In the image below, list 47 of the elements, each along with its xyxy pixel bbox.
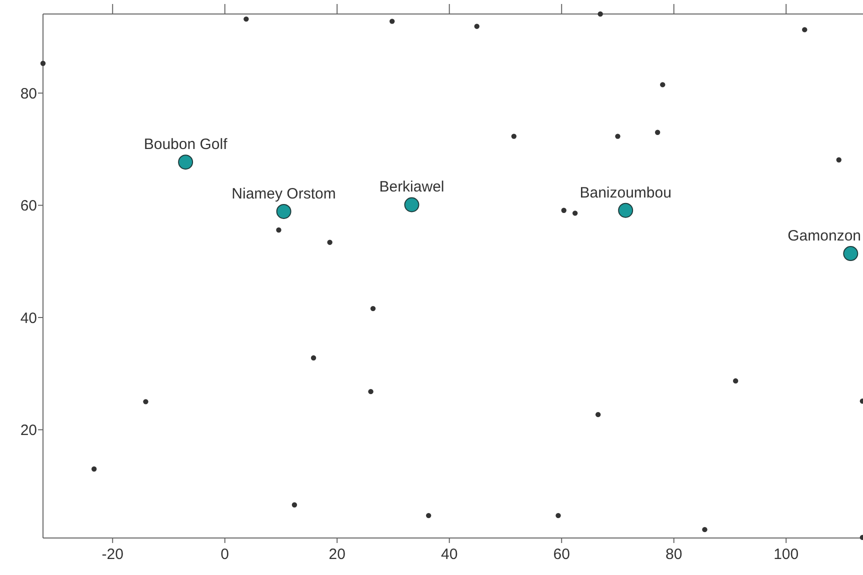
point <box>404 197 420 212</box>
point <box>368 388 374 394</box>
point <box>572 210 578 216</box>
point <box>618 202 634 218</box>
x-tick-label: 20 <box>328 546 346 563</box>
point <box>143 399 148 404</box>
point <box>511 134 516 139</box>
point <box>244 16 249 22</box>
x-tick-label: 100 <box>774 546 799 563</box>
point <box>556 512 561 518</box>
y-tick-label: 40 <box>20 310 37 327</box>
point <box>370 306 376 312</box>
point <box>561 208 566 213</box>
point <box>292 502 298 508</box>
x-tick-label: -20 <box>102 546 124 563</box>
x-tick-label: 0 <box>220 546 230 563</box>
point <box>836 157 842 162</box>
point <box>276 204 292 219</box>
annotation: Banizoumbou <box>580 184 672 202</box>
point <box>732 378 738 384</box>
x-tick-label: 40 <box>441 546 458 563</box>
point <box>276 227 282 233</box>
point <box>310 355 316 361</box>
y-tick-label: 60 <box>20 198 37 215</box>
annotation: Gamonzon <box>788 228 861 245</box>
y-tick-label: 80 <box>20 85 37 102</box>
point <box>474 24 480 29</box>
point <box>654 130 660 135</box>
point <box>426 512 432 518</box>
point <box>178 154 194 170</box>
point <box>702 526 708 532</box>
point <box>40 60 46 66</box>
annotation: Boubon Golf <box>144 136 228 154</box>
point <box>91 466 97 472</box>
x-tick-label: 60 <box>553 546 570 563</box>
point <box>660 82 666 88</box>
point <box>802 27 808 32</box>
point <box>595 412 601 418</box>
y-tick-label: 20 <box>20 422 37 439</box>
point <box>327 240 332 245</box>
annotation: Niamey Orstom <box>232 185 336 202</box>
annotation: Berkiawel <box>379 178 444 196</box>
point <box>615 134 620 139</box>
point <box>390 18 395 24</box>
x-tick-label: 80 <box>666 546 682 563</box>
point <box>598 11 603 17</box>
point <box>843 246 858 262</box>
